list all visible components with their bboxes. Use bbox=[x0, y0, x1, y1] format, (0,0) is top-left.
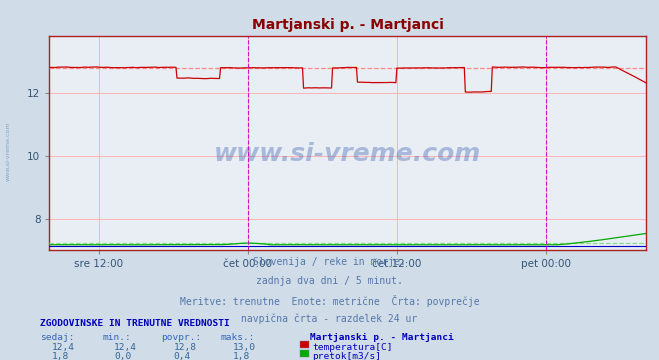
Text: sedaj:: sedaj: bbox=[40, 333, 74, 342]
Text: zadnja dva dni / 5 minut.: zadnja dva dni / 5 minut. bbox=[256, 276, 403, 286]
Text: www.si-vreme.com: www.si-vreme.com bbox=[5, 121, 11, 181]
Text: pretok[m3/s]: pretok[m3/s] bbox=[312, 352, 382, 360]
Text: 12,4: 12,4 bbox=[51, 343, 74, 352]
Text: ZGODOVINSKE IN TRENUTNE VREDNOSTI: ZGODOVINSKE IN TRENUTNE VREDNOSTI bbox=[40, 319, 229, 328]
Text: Meritve: trenutne  Enote: metrične  Črta: povprečje: Meritve: trenutne Enote: metrične Črta: … bbox=[180, 295, 479, 307]
Text: maks.:: maks.: bbox=[221, 333, 255, 342]
Text: navpična črta - razdelek 24 ur: navpična črta - razdelek 24 ur bbox=[241, 314, 418, 324]
Title: Martjanski p. - Martjanci: Martjanski p. - Martjanci bbox=[252, 18, 444, 32]
Text: min.:: min.: bbox=[102, 333, 131, 342]
Text: povpr.:: povpr.: bbox=[161, 333, 202, 342]
Text: Martjanski p. - Martjanci: Martjanski p. - Martjanci bbox=[310, 333, 453, 342]
Text: 1,8: 1,8 bbox=[233, 352, 250, 360]
Text: 13,0: 13,0 bbox=[233, 343, 256, 352]
Text: 0,4: 0,4 bbox=[173, 352, 190, 360]
Text: 12,8: 12,8 bbox=[173, 343, 196, 352]
Text: 1,8: 1,8 bbox=[51, 352, 69, 360]
Text: www.si-vreme.com: www.si-vreme.com bbox=[214, 142, 481, 166]
Text: Slovenija / reke in morje.: Slovenija / reke in morje. bbox=[253, 257, 406, 267]
Text: temperatura[C]: temperatura[C] bbox=[312, 343, 393, 352]
Text: 12,4: 12,4 bbox=[114, 343, 137, 352]
Text: 0,0: 0,0 bbox=[114, 352, 131, 360]
